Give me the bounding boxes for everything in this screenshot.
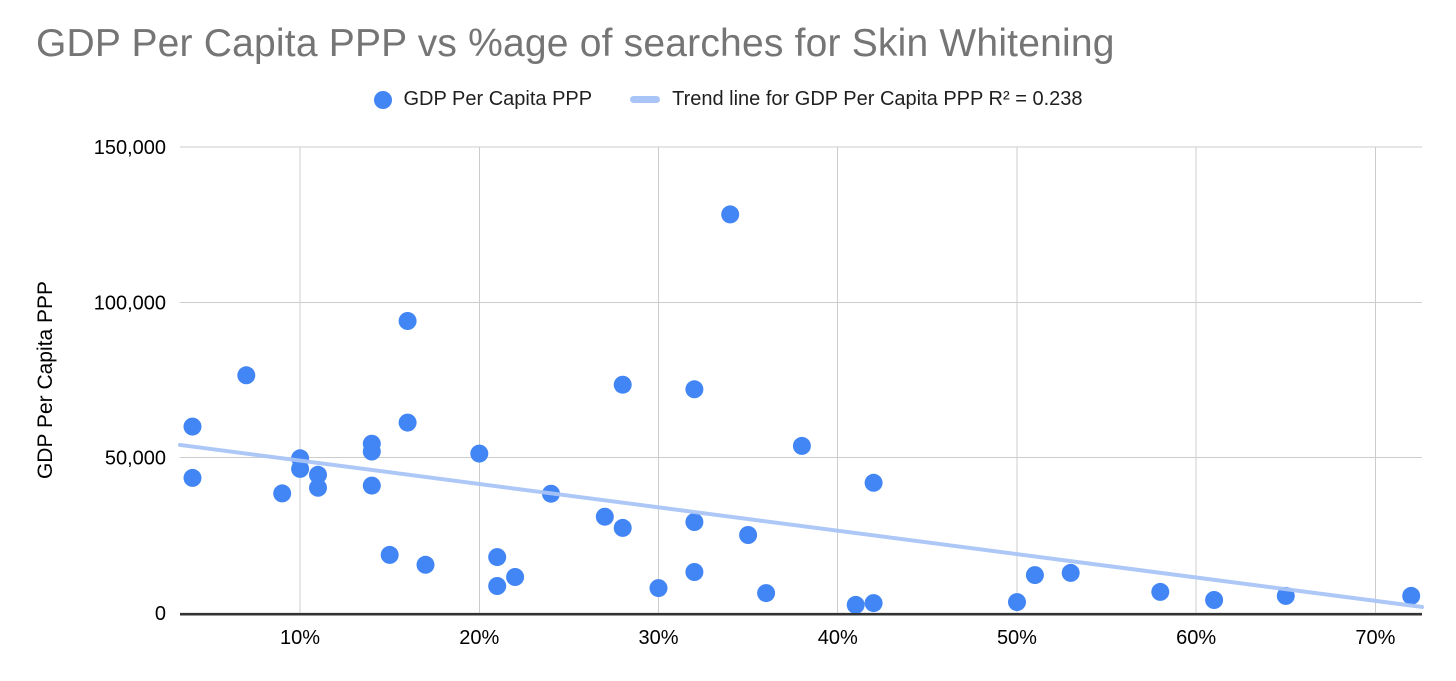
y-tick-label: 100,000 — [94, 292, 166, 314]
data-point[interactable] — [416, 555, 435, 574]
data-point[interactable] — [685, 380, 704, 399]
data-point[interactable] — [380, 545, 399, 564]
chart-title: GDP Per Capita PPP vs %age of searches f… — [36, 22, 1115, 65]
data-point[interactable] — [595, 507, 614, 526]
data-point[interactable] — [792, 436, 811, 455]
data-point[interactable] — [685, 513, 704, 531]
trend-line[interactable] — [178, 442, 1424, 609]
data-point[interactable] — [309, 465, 327, 484]
data-point[interactable] — [685, 563, 704, 581]
series-dot-icon — [373, 90, 392, 109]
data-point[interactable] — [291, 459, 310, 478]
data-point[interactable] — [757, 584, 776, 603]
data-point[interactable] — [470, 444, 489, 463]
x-tick-label: 60% — [1176, 627, 1216, 649]
x-tick-label: 10% — [280, 627, 320, 649]
data-point[interactable] — [846, 595, 865, 614]
legend-item-trendline[interactable]: Trend line for GDP Per Capita PPP R² = 0… — [630, 88, 1083, 111]
data-point[interactable] — [1008, 593, 1026, 612]
x-tick-label: 30% — [639, 627, 679, 649]
data-point[interactable] — [488, 577, 507, 595]
data-point[interactable] — [237, 366, 256, 385]
data-point[interactable] — [1025, 566, 1044, 585]
legend-series-label: GDP Per Capita PPP — [403, 88, 593, 110]
data-point[interactable] — [649, 579, 668, 598]
data-point[interactable] — [273, 484, 292, 503]
data-point[interactable] — [362, 476, 381, 495]
data-point[interactable] — [1205, 591, 1224, 609]
legend-item-series[interactable]: GDP Per Capita PPP — [373, 88, 593, 111]
legend-trendline-label: Trend line for GDP Per Capita PPP R² = 0… — [672, 88, 1083, 110]
data-point[interactable] — [183, 417, 202, 436]
data-point[interactable] — [613, 375, 632, 394]
y-tick-label: 150,000 — [94, 137, 166, 159]
trendline-dash-icon — [630, 96, 661, 103]
y-tick-label: 0 — [155, 603, 166, 625]
x-tick-label: 40% — [818, 627, 858, 649]
data-point[interactable] — [183, 468, 202, 487]
legend: GDP Per Capita PPP Trend line for GDP Pe… — [0, 88, 1456, 111]
data-point[interactable] — [613, 518, 632, 537]
y-tick-label: 50,000 — [105, 448, 166, 470]
data-point[interactable] — [721, 205, 740, 224]
data-point[interactable] — [1061, 563, 1080, 582]
data-point[interactable] — [864, 594, 883, 613]
data-point[interactable] — [739, 526, 758, 544]
data-point[interactable] — [864, 473, 883, 492]
data-point[interactable] — [488, 548, 507, 567]
data-point[interactable] — [506, 568, 525, 586]
data-point[interactable] — [1151, 582, 1170, 601]
data-point[interactable] — [1402, 586, 1421, 605]
data-point[interactable] — [309, 478, 327, 497]
x-tick-label: 50% — [997, 627, 1037, 649]
x-tick-label: 70% — [1355, 627, 1395, 649]
data-point[interactable] — [362, 442, 381, 461]
data-point[interactable] — [398, 413, 417, 432]
data-point[interactable] — [398, 312, 417, 330]
x-tick-label: 20% — [459, 627, 499, 649]
